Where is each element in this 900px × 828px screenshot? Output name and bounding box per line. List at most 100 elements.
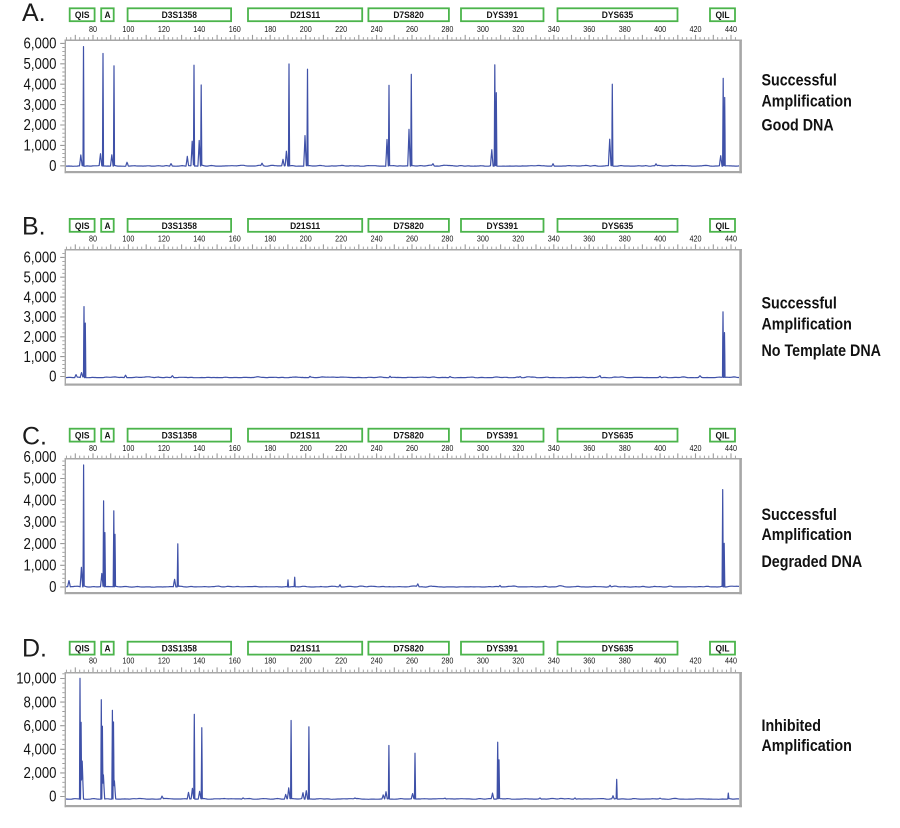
svg-text:320: 320 [512,656,524,665]
svg-text:180: 180 [264,444,276,453]
svg-text:340: 340 [548,656,560,665]
svg-text:120: 120 [158,234,170,243]
svg-text:1,000: 1,000 [24,138,57,155]
svg-text:6,000: 6,000 [24,449,57,466]
svg-text:340: 340 [548,444,560,453]
svg-text:QIS: QIS [75,430,90,440]
svg-text:140: 140 [193,234,205,243]
svg-text:200: 200 [300,234,312,243]
svg-text:80: 80 [89,24,97,33]
svg-text:0: 0 [49,579,56,596]
svg-text:400: 400 [654,234,666,243]
svg-text:300: 300 [477,24,489,33]
svg-text:D3S1358: D3S1358 [162,220,197,230]
svg-text:260: 260 [406,656,418,665]
svg-text:D7S820: D7S820 [393,430,424,440]
svg-text:No Template DNA: No Template DNA [762,342,881,360]
svg-text:B.: B. [22,213,46,241]
svg-text:280: 280 [441,444,453,453]
svg-text:3,000: 3,000 [24,309,57,326]
svg-text:2,000: 2,000 [24,329,57,346]
svg-text:360: 360 [583,24,595,33]
svg-text:6,000: 6,000 [24,36,57,53]
svg-text:QIL: QIL [715,430,730,440]
svg-text:440: 440 [725,234,737,243]
svg-text:2,000: 2,000 [24,765,57,782]
svg-text:QIL: QIL [715,10,730,20]
svg-text:280: 280 [441,234,453,243]
svg-text:QIL: QIL [715,643,730,653]
svg-text:1,000: 1,000 [24,349,57,366]
svg-text:D21S11: D21S11 [290,10,320,20]
svg-text:8,000: 8,000 [24,694,57,711]
svg-text:100: 100 [122,24,134,33]
svg-text:3,000: 3,000 [24,514,57,531]
svg-text:Amplification: Amplification [762,737,852,755]
svg-text:300: 300 [477,656,489,665]
svg-text:400: 400 [654,24,666,33]
svg-text:A: A [104,643,111,653]
svg-text:Degraded DNA: Degraded DNA [762,553,863,571]
svg-text:440: 440 [725,24,737,33]
svg-text:4,000: 4,000 [24,76,57,93]
svg-text:160: 160 [229,234,241,243]
svg-text:Successful: Successful [762,295,837,313]
svg-text:120: 120 [158,444,170,453]
svg-text:DYS635: DYS635 [602,220,634,230]
svg-text:6,000: 6,000 [24,250,57,267]
svg-text:A: A [104,220,111,230]
svg-text:240: 240 [371,656,383,665]
svg-text:340: 340 [548,24,560,33]
svg-text:400: 400 [654,444,666,453]
svg-text:D7S820: D7S820 [393,10,424,20]
svg-text:240: 240 [371,234,383,243]
svg-text:DYS391: DYS391 [486,430,518,440]
svg-text:80: 80 [89,234,97,243]
svg-text:200: 200 [300,444,312,453]
svg-text:240: 240 [371,24,383,33]
svg-text:0: 0 [49,789,56,806]
svg-text:5,000: 5,000 [24,56,57,73]
svg-text:160: 160 [229,444,241,453]
svg-text:220: 220 [335,24,347,33]
svg-text:0: 0 [49,369,56,386]
svg-text:5,000: 5,000 [24,471,57,488]
svg-text:2,000: 2,000 [24,536,57,553]
svg-text:Amplification: Amplification [762,92,852,110]
svg-text:380: 380 [619,24,631,33]
svg-text:Amplification: Amplification [762,315,852,333]
svg-text:80: 80 [89,656,97,665]
svg-text:4,000: 4,000 [24,492,57,509]
svg-text:4,000: 4,000 [24,289,57,306]
svg-text:420: 420 [689,24,701,33]
svg-text:160: 160 [229,656,241,665]
svg-text:0: 0 [49,158,56,175]
svg-text:320: 320 [512,234,524,243]
svg-text:4,000: 4,000 [24,742,57,759]
svg-text:A: A [104,10,111,20]
svg-text:320: 320 [512,444,524,453]
svg-text:220: 220 [335,234,347,243]
svg-text:DYS635: DYS635 [602,430,634,440]
svg-text:D7S820: D7S820 [393,220,424,230]
svg-text:380: 380 [619,444,631,453]
svg-text:120: 120 [158,656,170,665]
svg-text:QIS: QIS [75,10,90,20]
svg-text:Inhibited: Inhibited [762,717,821,735]
svg-text:C.: C. [22,423,47,451]
svg-text:D21S11: D21S11 [290,220,320,230]
svg-text:320: 320 [512,24,524,33]
svg-text:Successful: Successful [762,506,837,524]
svg-text:Successful: Successful [762,71,837,89]
svg-text:380: 380 [619,656,631,665]
svg-text:QIL: QIL [715,220,730,230]
svg-text:280: 280 [441,656,453,665]
svg-text:QIS: QIS [75,643,90,653]
svg-text:5,000: 5,000 [24,269,57,286]
svg-text:100: 100 [122,656,134,665]
svg-text:380: 380 [619,234,631,243]
svg-text:D21S11: D21S11 [290,430,320,440]
svg-text:A.: A. [22,0,46,27]
svg-text:DYS635: DYS635 [602,643,634,653]
svg-text:140: 140 [193,24,205,33]
